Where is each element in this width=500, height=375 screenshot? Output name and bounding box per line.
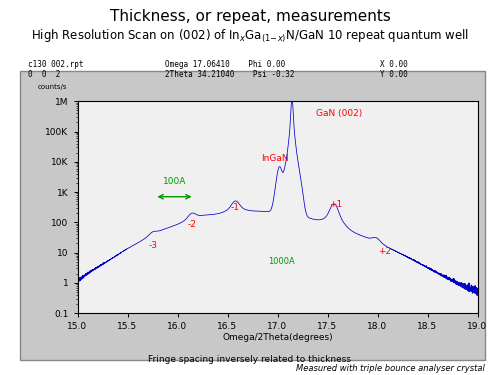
Text: Thickness, or repeat, measurements: Thickness, or repeat, measurements [110, 9, 390, 24]
Text: counts/s: counts/s [38, 84, 67, 90]
Text: 1000A: 1000A [268, 257, 295, 266]
Text: -3: -3 [149, 241, 158, 250]
Text: c130 002.rpt
0  0  2: c130 002.rpt 0 0 2 [28, 60, 83, 80]
Text: Omega 17.06410    Phi 0.00
2Theta 34.21040    Psi -0.32: Omega 17.06410 Phi 0.00 2Theta 34.21040 … [165, 60, 294, 80]
Text: +2: +2 [378, 246, 391, 255]
Text: Measured with triple bounce analyser crystal: Measured with triple bounce analyser cry… [296, 364, 485, 373]
Text: X 0.00
Y 0.00: X 0.00 Y 0.00 [380, 60, 408, 80]
FancyBboxPatch shape [20, 71, 485, 360]
Text: +1: +1 [329, 200, 342, 209]
Text: High Resolution Scan on (002) of In$_x$Ga$_{(1\!-\!x)}$N/GaN 10 repeat quantum w: High Resolution Scan on (002) of In$_x$G… [31, 28, 469, 45]
Text: GaN (002): GaN (002) [316, 109, 362, 118]
Text: -2: -2 [187, 220, 196, 229]
Text: -1: -1 [231, 203, 240, 212]
Text: 100A: 100A [163, 177, 186, 186]
X-axis label: Omega/2Theta(degrees): Omega/2Theta(degrees) [222, 333, 333, 342]
Text: InGaN: InGaN [260, 154, 288, 163]
Text: Fringe spacing inversely related to thickness: Fringe spacing inversely related to thic… [148, 356, 352, 364]
